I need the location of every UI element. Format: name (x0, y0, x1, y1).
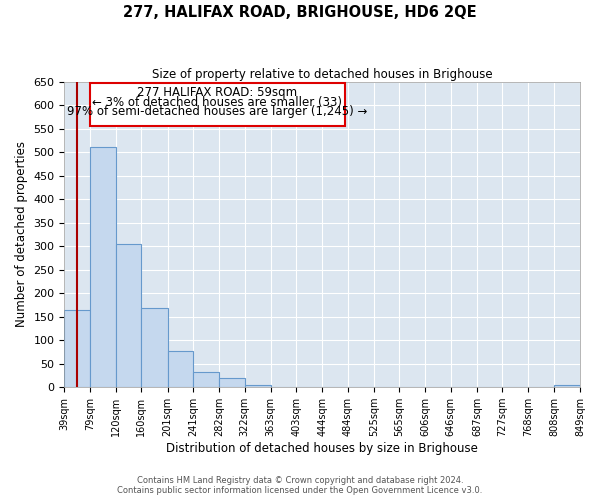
Text: ← 3% of detached houses are smaller (33): ← 3% of detached houses are smaller (33) (92, 96, 343, 109)
Bar (245, 385, 271, 387)
FancyBboxPatch shape (90, 82, 345, 126)
Text: 97% of semi-detached houses are larger (1,245) →: 97% of semi-detached houses are larger (… (67, 105, 368, 118)
Bar (116, 244, 142, 387)
Bar (90, 148, 116, 387)
Text: 277, HALIFAX ROAD, BRIGHOUSE, HD6 2QE: 277, HALIFAX ROAD, BRIGHOUSE, HD6 2QE (123, 5, 477, 20)
Bar (142, 308, 167, 387)
Bar (64, 310, 90, 387)
Bar (193, 372, 219, 387)
Title: Size of property relative to detached houses in Brighouse: Size of property relative to detached ho… (152, 68, 493, 80)
Bar (219, 378, 245, 387)
Text: Contains HM Land Registry data © Crown copyright and database right 2024.
Contai: Contains HM Land Registry data © Crown c… (118, 476, 482, 495)
Text: 277 HALIFAX ROAD: 59sqm: 277 HALIFAX ROAD: 59sqm (137, 86, 298, 100)
Bar (167, 350, 193, 387)
X-axis label: Distribution of detached houses by size in Brighouse: Distribution of detached houses by size … (166, 442, 478, 455)
Y-axis label: Number of detached properties: Number of detached properties (15, 142, 28, 328)
Bar (554, 385, 580, 387)
